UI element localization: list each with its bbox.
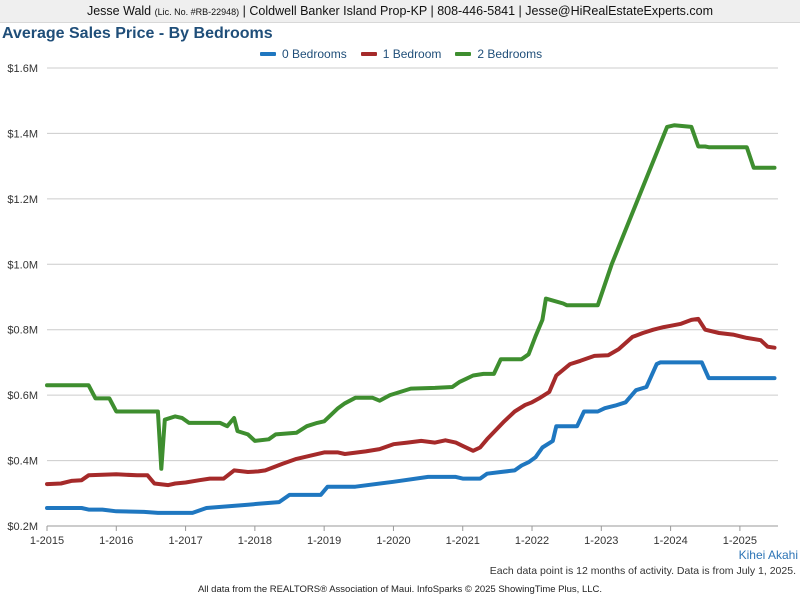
agent-contact-info: | Coldwell Banker Island Prop-KP | 808-4…	[242, 4, 713, 18]
x-tick-label: 1-2020	[376, 535, 410, 547]
y-tick-label: $1.0M	[7, 259, 38, 271]
y-tick-label: $1.6M	[7, 63, 38, 75]
series-layer	[45, 123, 777, 515]
legend-item-2-bedrooms[interactable]: 2 Bedrooms	[455, 46, 542, 62]
x-tick-label: 1-2016	[99, 535, 133, 547]
legend-label-0-bedrooms: 0 Bedrooms	[282, 47, 347, 61]
x-tick-label: 1-2018	[238, 535, 272, 547]
legend-swatch-1-bedroom	[360, 52, 377, 56]
y-tick-label: $0.6M	[7, 390, 38, 402]
x-tick-label: 1-2022	[515, 535, 549, 547]
y-tick-label: $0.2M	[7, 521, 38, 533]
legend-swatch-2-bedrooms	[455, 52, 472, 56]
y-tick-label: $1.2M	[7, 194, 38, 206]
legend-swatch-0-bedrooms	[260, 52, 276, 56]
axis-layer: $0.2M $0.4M $0.6M $0.8M $1.0M $1.2M $1.4M $1.6M…	[7, 63, 757, 547]
x-tick-label: 1-2017	[168, 535, 202, 547]
x-tick-label: 1-2019	[307, 535, 341, 547]
chart-title: Average Sales Price - By Bedrooms	[2, 25, 273, 42]
license-number: (Lic. No. #RB-22948)	[154, 7, 240, 17]
series-line-1-bedroom[interactable]	[45, 316, 777, 488]
copyright-notice: All data from the REALTORS® Association …	[197, 584, 603, 595]
grid-layer	[47, 67, 778, 527]
agent-name: Jesse Wald	[86, 4, 152, 18]
legend-item-0-bedrooms[interactable]: 0 Bedrooms	[260, 46, 347, 62]
line-chart: $0.2M $0.4M $0.6M $0.8M $1.0M $1.2M $1.4M $1.6M…	[7, 63, 778, 547]
legend-label-2-bedrooms: 2 Bedrooms	[477, 47, 543, 61]
chart-legend: 0 Bedrooms 1 Bedroom 2 Bedrooms	[260, 46, 542, 62]
series-line-2-bedrooms[interactable]	[45, 123, 777, 471]
x-tick-label: 1-2024	[653, 535, 687, 547]
x-tick-label: 1-2021	[446, 535, 480, 547]
agent-header-bar: Jesse Wald (Lic. No. #RB-22948) | Coldwe…	[0, 0, 800, 23]
region-label: Kihei Akahi	[738, 548, 798, 562]
y-tick-label: $0.4M	[7, 456, 38, 468]
x-tick-label: 1-2025	[723, 535, 757, 547]
legend-item-1-bedroom[interactable]: 1 Bedroom	[360, 46, 442, 62]
y-tick-label: $1.4M	[7, 128, 38, 140]
x-tick-label: 1-2023	[584, 535, 618, 547]
legend-label-1-bedroom: 1 Bedroom	[382, 47, 442, 61]
y-tick-label: $0.8M	[7, 325, 38, 337]
series-line-0-bedrooms[interactable]	[45, 360, 777, 515]
x-tick-label: 1-2015	[30, 535, 64, 547]
data-footnote: Each data point is 12 months of activity…	[489, 565, 796, 577]
